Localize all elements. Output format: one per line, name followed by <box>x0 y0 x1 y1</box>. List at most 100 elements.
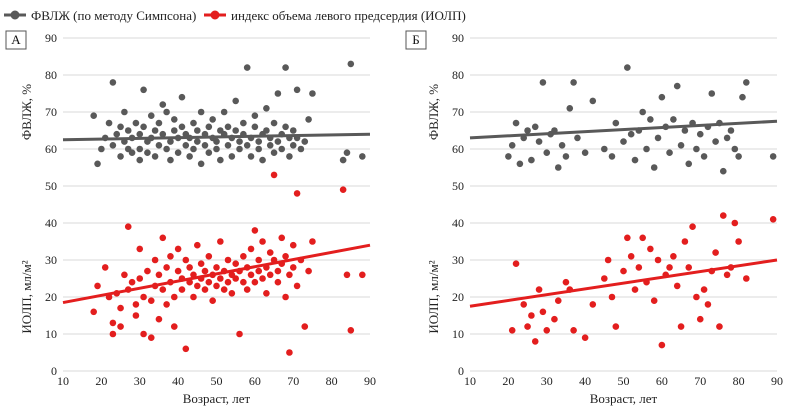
data-point <box>178 286 186 293</box>
data-point <box>236 330 243 338</box>
data-point <box>220 286 228 293</box>
data-point <box>170 293 178 301</box>
data-point <box>700 286 708 293</box>
data-point <box>347 327 355 334</box>
data-point <box>255 267 263 275</box>
data-point <box>289 127 297 134</box>
data-point <box>558 142 566 149</box>
data-point <box>531 123 539 131</box>
data-point <box>708 90 716 97</box>
data-point <box>712 138 719 145</box>
data-point <box>109 142 117 149</box>
data-point <box>90 308 97 316</box>
panel-letter-box <box>5 30 27 50</box>
data-point <box>213 282 220 290</box>
data-point <box>232 260 239 268</box>
data-point <box>301 323 309 330</box>
data-point <box>259 238 266 245</box>
data-point <box>124 223 132 230</box>
data-point <box>566 105 574 112</box>
data-point <box>228 153 236 160</box>
y-tick-label: 20 <box>45 290 57 304</box>
data-point <box>528 312 535 319</box>
data-point <box>631 286 639 293</box>
data-point <box>339 186 347 193</box>
data-point <box>539 79 547 86</box>
x-tick-label: 10 <box>464 374 476 388</box>
data-point <box>339 156 347 164</box>
data-point <box>121 271 128 279</box>
data-point <box>117 153 124 160</box>
data-point <box>343 149 351 156</box>
data-point <box>581 334 589 342</box>
data-point <box>240 119 247 127</box>
data-point <box>163 108 170 116</box>
panel-letter: А <box>11 32 21 47</box>
data-point <box>359 153 366 160</box>
data-point <box>716 323 723 330</box>
data-point <box>286 153 293 160</box>
data-point <box>289 264 297 271</box>
data-point <box>209 116 216 123</box>
data-point <box>524 127 531 134</box>
data-point <box>719 212 727 219</box>
data-point <box>581 149 589 156</box>
data-point <box>155 142 163 149</box>
data-point <box>739 93 746 101</box>
legend-swatch-marker <box>10 10 20 20</box>
data-point <box>209 297 216 305</box>
data-point <box>293 190 301 197</box>
trend-line <box>469 119 778 140</box>
data-point <box>167 252 174 260</box>
data-point <box>516 160 524 168</box>
y-tick-label: 10 <box>45 327 57 341</box>
data-point <box>217 238 224 245</box>
data-point <box>217 156 224 164</box>
y-tick-label: 80 <box>45 68 57 82</box>
panel-letter-box <box>405 30 427 50</box>
y-tick-label: 50 <box>45 179 57 193</box>
data-point <box>174 149 182 156</box>
data-point <box>278 234 286 242</box>
data-point <box>608 153 616 160</box>
data-point <box>735 238 742 245</box>
data-point <box>535 286 543 293</box>
data-point <box>128 278 136 286</box>
data-point <box>136 156 144 164</box>
data-point <box>624 64 631 71</box>
data-point <box>255 256 263 264</box>
series-lavi <box>62 171 371 356</box>
data-point <box>266 271 274 279</box>
x-tick-label: 10 <box>57 374 69 388</box>
x-tick-label: 40 <box>172 374 184 388</box>
y-axis-label-bottom: ИОЛП, мл/м² <box>426 260 441 333</box>
x-tick-label: 50 <box>618 374 630 388</box>
data-point <box>604 256 612 264</box>
data-point <box>309 238 316 245</box>
legend-item-lavi: индекс объема левого предсердия (ИОЛП) <box>204 8 466 23</box>
data-point <box>255 145 263 153</box>
data-point <box>186 264 193 271</box>
data-point <box>105 119 113 127</box>
data-point <box>347 60 355 68</box>
data-point <box>194 241 201 249</box>
data-point <box>305 267 312 275</box>
data-point <box>163 145 170 153</box>
data-point <box>270 171 278 179</box>
data-point <box>512 260 520 268</box>
data-point <box>144 149 151 156</box>
data-point <box>735 153 742 160</box>
y-axis-label-top: ФВЛЖ, % <box>19 84 34 140</box>
data-point <box>647 245 654 253</box>
data-point <box>151 256 159 264</box>
data-point <box>589 301 597 308</box>
x-tick-label: 80 <box>326 374 338 388</box>
data-point <box>132 312 140 319</box>
data-point <box>224 256 232 264</box>
data-point <box>232 275 239 282</box>
data-point <box>167 156 174 164</box>
data-point <box>140 123 147 131</box>
data-point <box>654 134 662 142</box>
data-point <box>562 153 570 160</box>
